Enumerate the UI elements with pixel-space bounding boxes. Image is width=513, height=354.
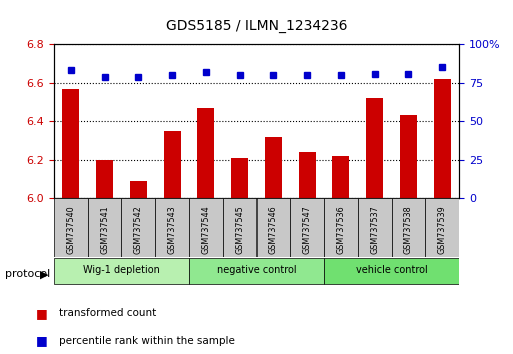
Bar <box>332 156 349 198</box>
Bar <box>96 160 113 198</box>
Text: protocol: protocol <box>5 269 50 279</box>
Bar <box>265 137 282 198</box>
Bar <box>358 198 391 257</box>
Text: GSM737540: GSM737540 <box>66 205 75 254</box>
Text: GSM737543: GSM737543 <box>168 205 176 254</box>
Bar <box>189 198 223 257</box>
Text: ■: ■ <box>36 307 48 320</box>
Text: GSM737544: GSM737544 <box>201 205 210 254</box>
Text: GSM737542: GSM737542 <box>134 205 143 254</box>
Text: ▶: ▶ <box>40 269 48 279</box>
Text: GSM737545: GSM737545 <box>235 205 244 254</box>
Bar <box>164 131 181 198</box>
Bar <box>155 198 189 257</box>
Text: GSM737537: GSM737537 <box>370 205 379 254</box>
Bar <box>324 258 459 284</box>
Bar <box>324 198 358 257</box>
Text: GSM737546: GSM737546 <box>269 205 278 254</box>
Text: GSM737536: GSM737536 <box>337 205 345 254</box>
Bar <box>290 198 324 257</box>
Bar <box>391 198 425 257</box>
Text: GSM737538: GSM737538 <box>404 205 413 254</box>
Text: negative control: negative control <box>216 265 297 275</box>
Bar <box>198 108 214 198</box>
Bar <box>256 198 290 257</box>
Bar <box>54 258 189 284</box>
Text: GSM737541: GSM737541 <box>100 205 109 254</box>
Bar <box>231 158 248 198</box>
Bar <box>223 198 256 257</box>
Text: vehicle control: vehicle control <box>356 265 427 275</box>
Bar <box>122 198 155 257</box>
Text: Wig-1 depletion: Wig-1 depletion <box>83 265 160 275</box>
Bar <box>400 115 417 198</box>
Text: ■: ■ <box>36 334 48 347</box>
Bar <box>189 258 324 284</box>
Bar <box>299 152 315 198</box>
Text: percentile rank within the sample: percentile rank within the sample <box>59 336 235 346</box>
Bar <box>434 79 451 198</box>
Bar <box>88 198 122 257</box>
Text: GSM737547: GSM737547 <box>303 205 312 254</box>
Bar <box>54 198 88 257</box>
Text: GDS5185 / ILMN_1234236: GDS5185 / ILMN_1234236 <box>166 19 347 34</box>
Text: GSM737539: GSM737539 <box>438 205 447 254</box>
Text: transformed count: transformed count <box>59 308 156 318</box>
Bar <box>130 181 147 198</box>
Bar <box>62 88 79 198</box>
Bar <box>366 98 383 198</box>
Bar <box>425 198 459 257</box>
